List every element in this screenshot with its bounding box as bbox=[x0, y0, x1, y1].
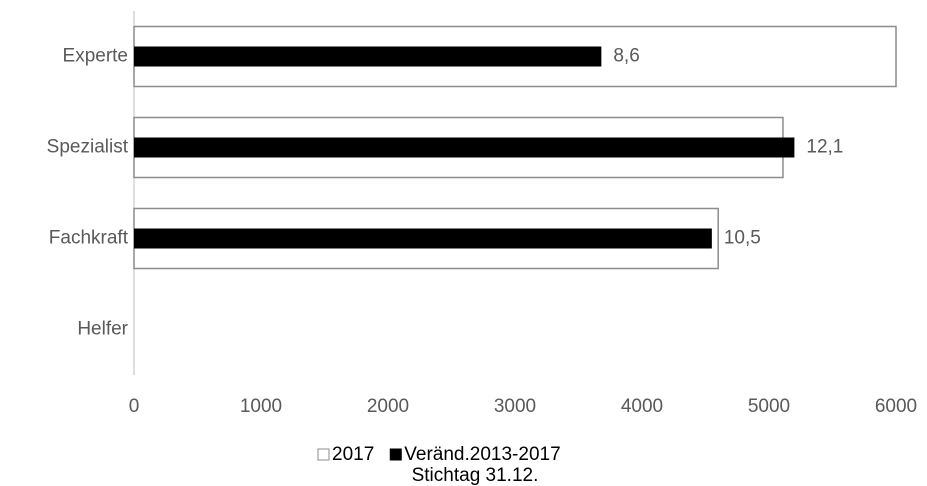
y-tick-label: Experte bbox=[63, 46, 128, 67]
x-tick-label: 0 bbox=[129, 396, 140, 417]
bar-change bbox=[134, 228, 712, 249]
bar-change bbox=[134, 46, 602, 67]
data-label: 12,1 bbox=[806, 137, 843, 158]
x-tick-label: 2000 bbox=[367, 396, 409, 417]
y-tick-label: Helfer bbox=[77, 319, 128, 340]
bar-change bbox=[134, 137, 795, 158]
legend-swatch bbox=[317, 448, 330, 461]
data-label: 10,5 bbox=[724, 228, 761, 249]
y-tick-label: Fachkraft bbox=[49, 228, 129, 249]
x-tick-label: 1000 bbox=[240, 396, 282, 417]
x-tick-label: 6000 bbox=[875, 396, 917, 417]
data-label: 8,6 bbox=[613, 46, 639, 67]
y-tick-label: Spezialist bbox=[47, 137, 129, 158]
legend-swatch bbox=[389, 448, 402, 461]
legend-label: Veränd.2013-2017 bbox=[404, 444, 560, 465]
x-tick-label: 5000 bbox=[748, 396, 790, 417]
legend-label: 2017 bbox=[332, 444, 374, 465]
x-tick-label: 3000 bbox=[494, 396, 536, 417]
chart-subtitle: Stichtag 31.12. bbox=[412, 465, 539, 486]
x-tick-label: 4000 bbox=[621, 396, 663, 417]
